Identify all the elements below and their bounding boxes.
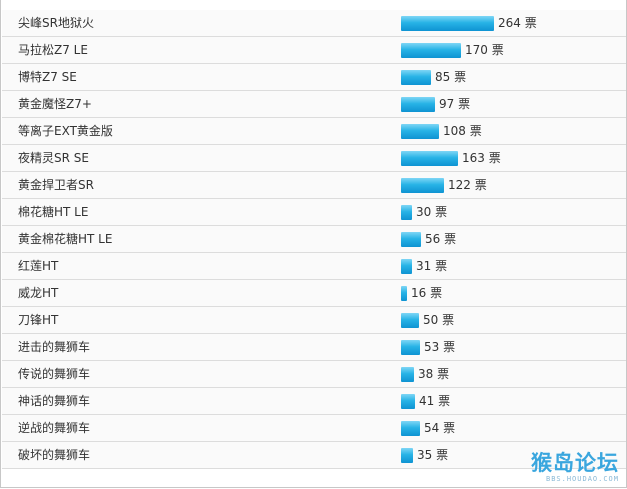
vote-bar (401, 259, 412, 274)
poll-option-label: 传说的舞狮车 (18, 367, 91, 381)
vote-count-label: 264 票 (498, 16, 537, 30)
poll-row: 棉花糖HT LE 30 票 (2, 199, 626, 226)
vote-bar (401, 151, 458, 166)
vote-count-label: 31 票 (416, 259, 448, 273)
poll-row: 尖峰SR地狱火 264 票 (2, 10, 626, 37)
poll-option-label: 威龙HT (18, 286, 59, 300)
poll-row: 进击的舞狮车 53 票 (2, 334, 626, 361)
poll-option-label: 黄金魔怪Z7+ (18, 97, 92, 111)
vote-count-label: 170 票 (465, 43, 504, 57)
poll-option-label: 棉花糖HT LE (18, 205, 89, 219)
poll-row: 黄金棉花糖HT LE 56 票 (2, 226, 626, 253)
poll-row: 博特Z7 SE 85 票 (2, 64, 626, 91)
vote-bar (401, 232, 421, 247)
vote-count-label: 35 票 (417, 448, 449, 462)
poll-option-label: 马拉松Z7 LE (18, 43, 88, 57)
vote-count-label: 38 票 (418, 367, 450, 381)
poll-row: 刀锋HT 50 票 (2, 307, 626, 334)
poll-option-label: 破坏的舞狮车 (18, 448, 91, 462)
vote-bar (401, 394, 415, 409)
poll-row: 破坏的舞狮车 35 票 (2, 442, 626, 469)
vote-bar (401, 448, 413, 463)
vote-count-label: 16 票 (411, 286, 443, 300)
poll-option-label: 尖峰SR地狱火 (18, 16, 94, 30)
poll-row: 黄金捍卫者SR 122 票 (2, 172, 626, 199)
poll-row: 神话的舞狮车 41 票 (2, 388, 626, 415)
vote-bar (401, 124, 439, 139)
poll-option-label: 黄金捍卫者SR (18, 178, 94, 192)
poll-option-label: 夜精灵SR SE (18, 151, 89, 165)
poll-row: 马拉松Z7 LE 170 票 (2, 37, 626, 64)
vote-count-label: 108 票 (443, 124, 482, 138)
vote-bar (401, 421, 420, 436)
vote-bar (401, 16, 494, 31)
poll-row: 逆战的舞狮车 54 票 (2, 415, 626, 442)
vote-bar (401, 178, 444, 193)
vote-count-label: 122 票 (448, 178, 487, 192)
vote-bar (401, 97, 435, 112)
poll-option-label: 神话的舞狮车 (18, 394, 91, 408)
vote-bar (401, 70, 431, 85)
poll-option-label: 红莲HT (18, 259, 59, 273)
poll-option-label: 刀锋HT (18, 313, 59, 327)
poll-option-label: 等离子EXT黄金版 (18, 124, 113, 138)
poll-option-label: 逆战的舞狮车 (18, 421, 91, 435)
vote-count-label: 85 票 (435, 70, 467, 84)
vote-bar (401, 286, 407, 301)
vote-bar (401, 313, 419, 328)
vote-bar (401, 367, 414, 382)
poll-row: 红莲HT 31 票 (2, 253, 626, 280)
poll-row: 传说的舞狮车 38 票 (2, 361, 626, 388)
vote-count-label: 30 票 (416, 205, 448, 219)
poll-row: 黄金魔怪Z7+ 97 票 (2, 91, 626, 118)
vote-bar (401, 205, 412, 220)
vote-bar (401, 340, 420, 355)
poll-option-label: 黄金棉花糖HT LE (18, 232, 113, 246)
poll-row: 等离子EXT黄金版 108 票 (2, 118, 626, 145)
vote-count-label: 97 票 (439, 97, 471, 111)
vote-count-label: 41 票 (419, 394, 451, 408)
forum-watermark: 猴岛论坛 BBS.HOUDAO.COM (531, 451, 619, 483)
poll-option-label: 进击的舞狮车 (18, 340, 91, 354)
poll-row: 夜精灵SR SE 163 票 (2, 145, 626, 172)
poll-option-label: 博特Z7 SE (18, 70, 77, 84)
vote-count-label: 56 票 (425, 232, 457, 246)
vote-count-label: 54 票 (424, 421, 456, 435)
vote-count-label: 163 票 (462, 151, 501, 165)
watermark-logo-text: 猴岛论坛 (531, 451, 619, 475)
watermark-url-text: BBS.HOUDAO.COM (545, 475, 619, 483)
vote-bar (401, 43, 461, 58)
vote-count-label: 50 票 (423, 313, 455, 327)
vote-count-label: 53 票 (424, 340, 456, 354)
poll-row: 威龙HT 16 票 (2, 280, 626, 307)
